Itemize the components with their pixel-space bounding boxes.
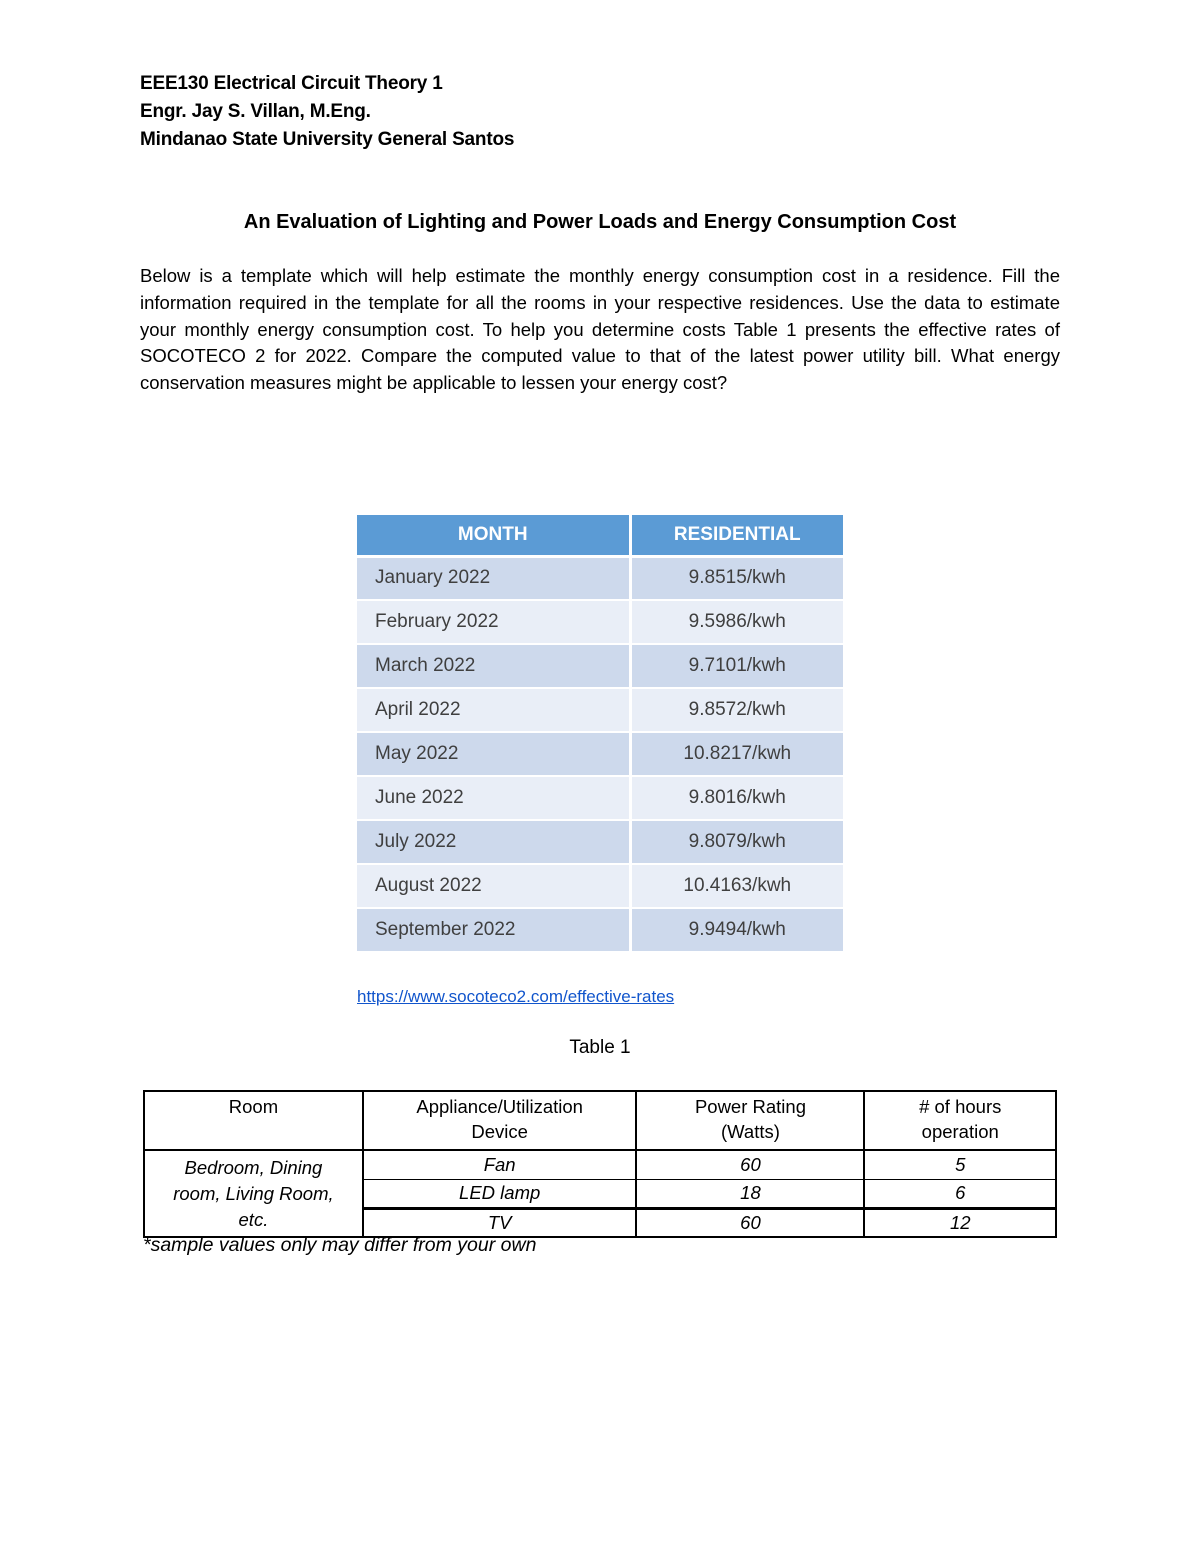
table-row: September 2022 9.9494/kwh [357, 908, 843, 953]
month-cell: June 2022 [357, 776, 632, 821]
loads-header-appliance: Appliance/Utilization Device [361, 1090, 638, 1151]
table-row: May 2022 10.8217/kwh [357, 732, 843, 777]
rates-table-container: MONTH RESIDENTIAL January 2022 9.8515/kw… [357, 515, 843, 953]
loads-header-hours: # of hours operation [863, 1090, 1057, 1151]
table-row: June 2022 9.8016/kwh [357, 776, 843, 821]
rates-header-row: MONTH RESIDENTIAL [357, 515, 843, 558]
course-header: EEE130 Electrical Circuit Theory 1 Engr.… [140, 70, 514, 154]
rate-cell: 9.8515/kwh [630, 556, 843, 601]
university-line: Mindanao State University General Santos [140, 129, 515, 150]
month-cell: July 2022 [357, 820, 632, 865]
sample-values-footnote: *sample values only may differ from your… [143, 1234, 537, 1256]
rate-cell: 9.8016/kwh [630, 776, 843, 821]
device-cell: LED lamp [361, 1178, 638, 1209]
watts-cell: 60 [635, 1206, 866, 1238]
month-cell: May 2022 [357, 732, 632, 777]
month-cell: September 2022 [357, 908, 632, 953]
month-cell: January 2022 [357, 556, 632, 601]
table-row: April 2022 9.8572/kwh [357, 688, 843, 733]
rate-cell: 9.5986/kwh [630, 600, 843, 645]
intro-paragraph: Below is a template which will help esti… [140, 265, 1060, 394]
device-cell: Fan [361, 1149, 638, 1180]
table-row: LED lamp 18 6 [144, 1178, 1057, 1209]
table-row: TV 60 12 [144, 1206, 1057, 1238]
hours-cell: 5 [863, 1149, 1057, 1180]
loads-table: Room Appliance/Utilization Device Power … [143, 1090, 1057, 1238]
rate-cell: 9.9494/kwh [630, 908, 843, 953]
table-row: January 2022 9.8515/kwh [357, 556, 843, 601]
page-title: An Evaluation of Lighting and Power Load… [243, 211, 957, 233]
rate-cell: 10.8217/kwh [630, 732, 843, 777]
watts-cell: 60 [635, 1149, 866, 1180]
rates-header-residential: RESIDENTIAL [630, 515, 843, 558]
device-cell: TV [361, 1206, 638, 1238]
month-cell: February 2022 [357, 600, 632, 645]
socoteco-rates-link[interactable]: https://www.socoteco2.com/effective-rate… [357, 987, 675, 1006]
hours-cell: 6 [863, 1178, 1057, 1209]
course-code-line: EEE130 Electrical Circuit Theory 1 [140, 73, 443, 94]
loads-table-container: Room Appliance/Utilization Device Power … [143, 1090, 1057, 1238]
month-cell: March 2022 [357, 644, 632, 689]
month-cell: August 2022 [357, 864, 632, 909]
rate-cell: 10.4163/kwh [630, 864, 843, 909]
table-row: Bedroom, Dining room, Living Room, etc. … [143, 1149, 1057, 1238]
watts-cell: 18 [635, 1178, 866, 1209]
loads-header-room: Room [143, 1090, 364, 1151]
rate-cell: 9.7101/kwh [630, 644, 843, 689]
rate-cell: 9.8079/kwh [630, 820, 843, 865]
room-group-cell: Bedroom, Dining room, Living Room, etc. [143, 1149, 364, 1238]
table-row: July 2022 9.8079/kwh [357, 820, 843, 865]
loads-header-row: Room Appliance/Utilization Device Power … [143, 1090, 1057, 1151]
table-row: August 2022 10.4163/kwh [357, 864, 843, 909]
hours-cell: 12 [863, 1206, 1057, 1238]
table-row: February 2022 9.5986/kwh [357, 600, 843, 645]
month-cell: April 2022 [357, 688, 632, 733]
table-row: March 2022 9.7101/kwh [357, 644, 843, 689]
rates-header-month: MONTH [357, 515, 632, 558]
instructor-line: Engr. Jay S. Villan, M.Eng. [140, 101, 371, 122]
rate-cell: 9.8572/kwh [630, 688, 843, 733]
table-1-caption: Table 1 [569, 1037, 631, 1058]
rates-table: MONTH RESIDENTIAL January 2022 9.8515/kw… [357, 515, 843, 953]
loads-header-power: Power Rating (Watts) [635, 1090, 866, 1151]
